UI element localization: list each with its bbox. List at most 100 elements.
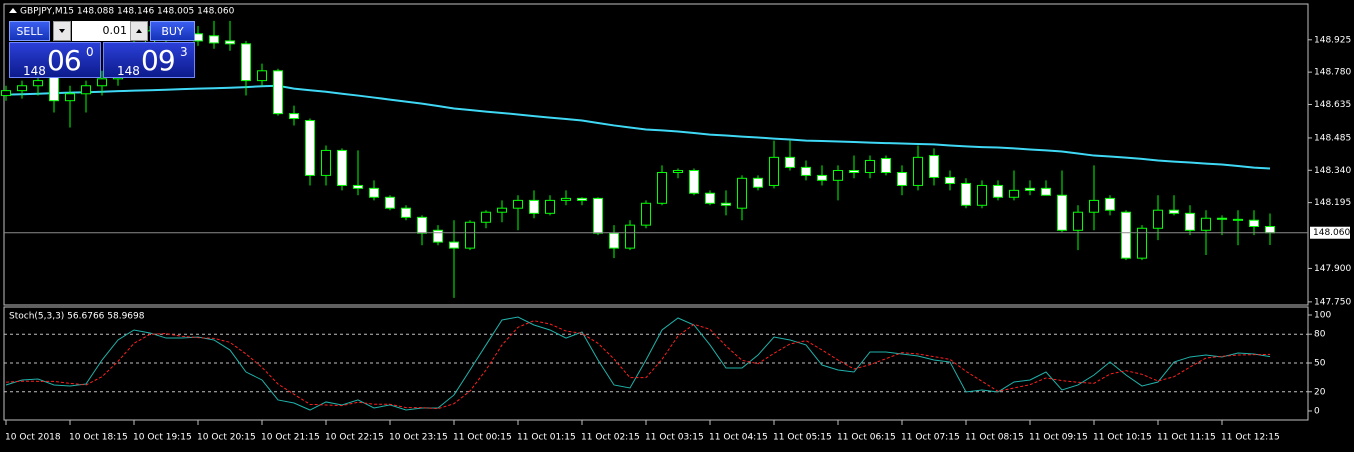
x-tick-label: 11 Oct 02:15 [581,433,640,443]
candle-body [449,241,459,249]
candle-body [513,199,523,209]
sell-button[interactable]: SELL [9,21,50,41]
bid-fraction: 0 [86,45,94,59]
candle-body [385,196,395,209]
candle-body [241,43,251,82]
y-tick-label: 80 [1314,330,1326,340]
x-tick-label: 10 Oct 20:15 [197,433,256,443]
candle-body [865,159,875,174]
candle-body [977,184,987,206]
buy-button[interactable]: BUY [150,21,195,41]
y-tick-label: 0 [1314,406,1320,416]
x-tick-label: 11 Oct 07:15 [901,433,960,443]
x-tick-label: 11 Oct 03:15 [645,433,704,443]
candle-body [673,170,683,174]
ask-price[interactable]: 148 09 3 [103,42,195,78]
y-tick-label: 148.195 [1314,198,1351,208]
candle-body [65,93,75,102]
candle-body [433,229,443,243]
candle-body [1041,187,1051,196]
candle-body [305,120,315,176]
candle-body [1105,197,1115,211]
candle-body [289,113,299,120]
candle-body [417,216,427,234]
x-tick-label: 10 Oct 18:15 [69,433,128,443]
y-tick-label: 100 [1314,311,1331,321]
candle-body [97,78,107,87]
candle-body [353,184,363,189]
candle-body [609,232,619,249]
x-tick-label: 11 Oct 12:15 [1221,433,1280,443]
lot-up[interactable] [130,21,148,41]
y-tick-label: 148.485 [1314,133,1351,143]
candle-body [1025,187,1035,191]
y-tick-label: 148.780 [1314,68,1351,78]
candle-body [1201,217,1211,231]
y-tick-label: 147.900 [1314,264,1351,274]
candle-body [1121,211,1131,259]
candle-body [81,85,91,95]
x-tick-label: 11 Oct 00:15 [453,433,512,443]
candle-body [881,157,891,174]
candle-body [465,221,475,249]
candle-body [1057,194,1067,231]
y-tick-label: 147.750 [1314,297,1351,307]
candle-body [705,192,715,204]
chart-title: GBPJPY,M15 148.088 148.146 148.005 148.0… [20,7,235,17]
x-tick-label: 11 Oct 10:15 [1093,433,1152,443]
candle-body [817,174,827,181]
lot-up-icon [136,29,142,33]
x-tick-label: 10 Oct 19:15 [133,433,192,443]
candle-body [1073,211,1083,231]
candle-body [737,177,747,209]
main-frame [3,3,1309,306]
candle-body [1233,218,1243,221]
bid-big-figure: 148 [23,64,46,78]
candle-body [993,184,1003,198]
candle-body [945,176,955,184]
x-tick-label: 11 Oct 08:15 [965,433,1024,443]
lot-down-icon [59,29,65,33]
x-tick-label: 11 Oct 04:15 [709,433,768,443]
y-tick-label: 148.925 [1314,35,1351,45]
candle-body [401,207,411,218]
candle-body [1185,212,1195,231]
candle-body [481,211,491,223]
y-tick-label: 50 [1314,358,1326,368]
stoch-line [5,320,1271,410]
candle-body [257,70,267,82]
lot-field[interactable]: 0.01 [72,21,130,41]
moving-average [5,84,1271,170]
candle-body [209,35,219,44]
candle-body [577,197,587,201]
y-tick-label: 148.635 [1314,100,1351,110]
current-price-label: 148.060 [1313,228,1350,238]
bid-price[interactable]: 148 06 0 [9,42,101,78]
bid-pips: 06 [47,44,82,77]
candle-body [769,156,779,186]
candle-body [1153,209,1163,229]
candle-body [1217,217,1227,220]
candle-body [801,166,811,176]
x-tick-label: 11 Oct 11:15 [1157,433,1216,443]
candle-body [593,197,603,234]
candle-body [929,155,939,178]
ask-big-figure: 148 [117,64,140,78]
candle-body [17,85,27,92]
candle-body [625,224,635,249]
candle-body [753,177,763,188]
x-tick-label: 10 Oct 23:15 [389,433,448,443]
lot-down[interactable] [53,21,71,41]
y-tick-label: 148.340 [1314,166,1351,176]
candle-body [1009,189,1019,198]
candle-body [961,182,971,206]
candle-body [1,90,11,97]
current-price-box [1310,226,1350,239]
candle-body [689,170,699,194]
x-tick-label: 11 Oct 09:15 [1029,433,1088,443]
candle-body [721,202,731,206]
candle-body [33,80,43,87]
candle-body [833,170,843,181]
